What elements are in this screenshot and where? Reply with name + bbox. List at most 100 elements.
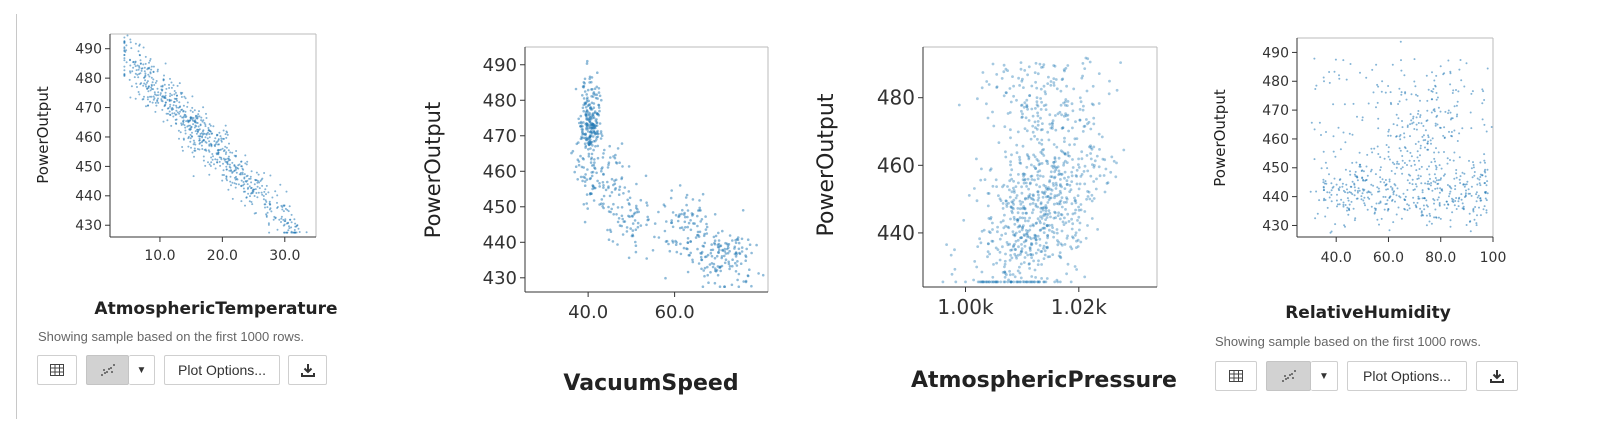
scatter-view-button[interactable] <box>86 355 129 385</box>
data-point <box>1066 234 1069 238</box>
data-point <box>187 120 190 123</box>
data-point <box>1052 166 1055 170</box>
data-point <box>1054 128 1058 132</box>
table-view-button[interactable] <box>1215 361 1257 391</box>
data-point <box>1017 181 1020 185</box>
data-point <box>1406 150 1409 153</box>
data-point <box>589 106 592 110</box>
data-point <box>581 94 584 97</box>
download-button[interactable] <box>1476 361 1518 391</box>
data-point <box>698 209 701 212</box>
data-point <box>1014 185 1018 189</box>
data-point <box>149 59 151 62</box>
data-point <box>586 168 589 171</box>
data-point <box>1485 209 1488 212</box>
data-point <box>698 206 701 210</box>
data-point <box>161 108 164 111</box>
y-tick-label: 460 <box>877 153 915 177</box>
data-point <box>964 280 967 284</box>
table-view-button[interactable] <box>37 355 77 385</box>
data-point <box>1348 203 1351 206</box>
data-point <box>1379 169 1382 171</box>
data-point <box>1433 216 1436 219</box>
data-point <box>1060 172 1064 176</box>
data-point <box>1387 134 1390 137</box>
chart-type-dropdown-button[interactable]: ▼ <box>129 355 155 385</box>
data-point <box>607 163 610 166</box>
data-point <box>1004 232 1007 236</box>
data-point <box>163 74 165 77</box>
data-point <box>602 186 605 189</box>
data-point <box>276 201 278 204</box>
data-point <box>627 165 631 168</box>
data-point <box>1406 179 1409 182</box>
data-point <box>1064 159 1067 163</box>
data-point <box>685 193 689 197</box>
data-point <box>151 101 154 104</box>
data-point <box>189 133 192 136</box>
scatter-view-button[interactable] <box>1266 361 1311 391</box>
data-point <box>713 239 717 242</box>
data-point <box>718 248 721 252</box>
data-point <box>584 173 587 176</box>
y-axis-title: PowerOutput <box>421 102 445 238</box>
plot-options-button[interactable]: Plot Options... <box>164 355 280 385</box>
caret-down-icon: ▼ <box>1319 370 1329 382</box>
download-button[interactable] <box>288 355 327 385</box>
data-point <box>1481 88 1484 91</box>
data-point <box>1080 173 1084 176</box>
data-point <box>1030 280 1033 284</box>
data-point <box>981 280 984 284</box>
data-point <box>1038 141 1041 145</box>
data-point <box>1013 252 1017 256</box>
data-point <box>602 172 605 176</box>
data-point <box>1040 100 1043 104</box>
data-point <box>280 217 283 220</box>
data-point <box>1437 216 1440 219</box>
data-point <box>1315 190 1318 193</box>
data-point <box>268 231 271 234</box>
plot-options-button[interactable]: Plot Options... <box>1347 361 1467 391</box>
chart-type-dropdown-button[interactable]: ▼ <box>1311 361 1338 391</box>
data-point <box>1057 202 1060 206</box>
data-point <box>1427 148 1430 151</box>
data-point <box>1114 175 1118 179</box>
data-point <box>1066 113 1070 117</box>
data-point <box>1049 80 1053 83</box>
data-point <box>208 150 211 153</box>
data-point <box>579 175 583 179</box>
data-point <box>274 190 277 193</box>
data-point <box>1424 146 1426 149</box>
data-point <box>282 210 285 213</box>
data-point <box>267 223 270 226</box>
data-point <box>1419 99 1421 102</box>
data-point <box>1370 168 1373 171</box>
data-point <box>713 213 717 216</box>
data-point <box>154 110 157 113</box>
data-point <box>1344 204 1347 206</box>
data-point <box>1065 196 1068 200</box>
data-point <box>980 86 984 90</box>
data-point <box>620 142 624 145</box>
data-point <box>719 269 722 273</box>
data-point <box>133 63 136 66</box>
data-point <box>730 283 734 287</box>
data-point <box>1391 63 1394 66</box>
data-point <box>996 225 999 229</box>
data-point <box>953 248 956 252</box>
data-point <box>208 144 211 147</box>
data-point <box>1355 197 1358 200</box>
data-point <box>1413 128 1416 130</box>
data-point <box>166 119 169 122</box>
data-point <box>631 229 635 232</box>
data-point <box>157 91 160 94</box>
data-point <box>1398 147 1401 150</box>
data-point <box>1025 211 1028 215</box>
data-point <box>592 115 595 118</box>
data-point <box>1370 193 1373 196</box>
data-point <box>1004 224 1008 228</box>
data-point <box>651 249 655 252</box>
data-point <box>705 255 708 258</box>
data-point <box>577 163 581 167</box>
data-point <box>1399 196 1402 199</box>
